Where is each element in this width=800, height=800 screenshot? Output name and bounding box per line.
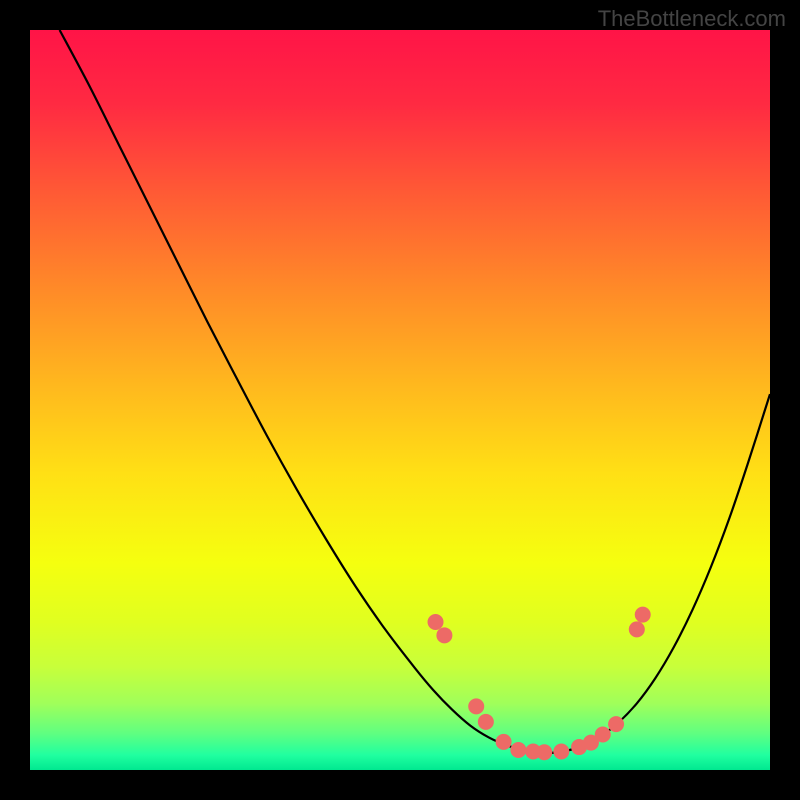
bottleneck-curve (60, 30, 770, 753)
data-marker (536, 744, 552, 760)
markers-group (428, 607, 651, 761)
data-marker (553, 744, 569, 760)
data-marker (428, 614, 444, 630)
data-marker (496, 734, 512, 750)
data-marker (635, 607, 651, 623)
watermark-text: TheBottleneck.com (598, 6, 786, 32)
data-marker (595, 726, 611, 742)
data-marker (436, 627, 452, 643)
data-marker (608, 716, 624, 732)
data-marker (468, 698, 484, 714)
chart-svg (30, 30, 770, 770)
data-marker (510, 742, 526, 758)
data-marker (629, 621, 645, 637)
data-marker (478, 714, 494, 730)
plot-area (30, 30, 770, 770)
